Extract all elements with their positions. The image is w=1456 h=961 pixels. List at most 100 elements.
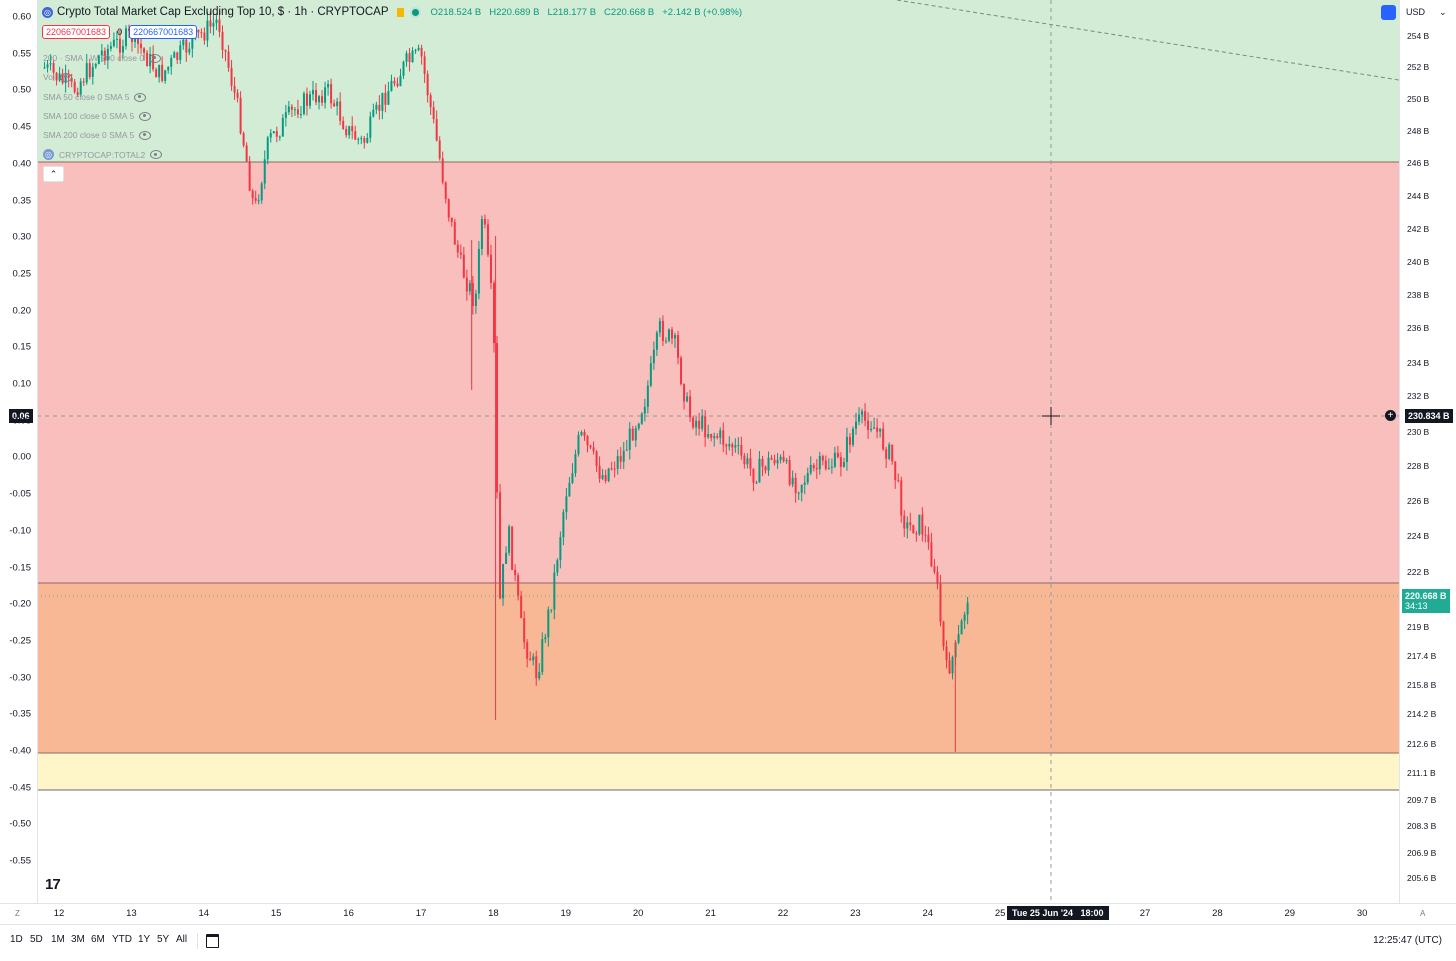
candle-body — [106, 48, 109, 61]
right-axis-tick: 222 B — [1407, 567, 1430, 577]
currency-selector[interactable]: USD ⌄ — [1406, 7, 1447, 18]
candle-body — [432, 107, 435, 120]
candle-body — [743, 455, 746, 465]
time-axis-tick: 23 — [850, 908, 861, 919]
indicator-total2[interactable]: ◎ CRYPTOCAP:TOTAL2 — [43, 149, 163, 160]
candle-body — [188, 48, 191, 53]
trend-line[interactable] — [896, 0, 1399, 81]
indicator-sma-100[interactable]: SMA 100 close 0 SMA 5 — [43, 111, 152, 121]
candle-body — [791, 477, 794, 485]
candle-body — [646, 385, 649, 407]
left-axis-tick: -0.50 — [9, 818, 31, 830]
price-chart[interactable] — [37, 0, 1399, 903]
symbol-title[interactable]: Crypto Total Market Cap Excluding Top 10… — [57, 6, 389, 18]
sell-button[interactable]: 220667001683 — [42, 25, 111, 39]
candle-body — [939, 583, 942, 622]
candle-body — [269, 133, 272, 138]
collapse-legend-button[interactable]: ⌃ — [43, 166, 64, 182]
zoom-scale-button[interactable]: Z — [15, 909, 20, 918]
eye-icon[interactable] — [150, 150, 163, 159]
right-axis-tick: 246 B — [1407, 158, 1430, 168]
auto-scale-icon[interactable] — [1381, 5, 1396, 20]
candle-body — [936, 571, 939, 584]
eye-icon[interactable] — [139, 111, 152, 121]
candle-body — [411, 50, 414, 63]
candle-body — [423, 56, 426, 75]
eye-icon[interactable] — [149, 53, 162, 63]
candle-body — [951, 657, 954, 674]
candle-body — [960, 620, 963, 635]
candle-body — [658, 320, 661, 333]
indicator-sma-200[interactable]: SMA 200 close 0 SMA 5 — [43, 130, 152, 140]
candle-body — [855, 421, 858, 429]
auto-scale-button[interactable]: A — [1420, 909, 1426, 918]
candle-body — [734, 445, 737, 448]
indicator-vol[interactable]: Vol — [43, 72, 72, 82]
candle-body — [399, 75, 402, 87]
candle-body — [909, 522, 912, 526]
left-axis-tick: 0.25 — [12, 268, 32, 280]
candle-body — [345, 128, 348, 136]
add-alert-icon[interactable]: + — [1385, 410, 1396, 421]
candle-body — [378, 104, 381, 111]
ohlc-low: L218.177 B — [547, 6, 597, 18]
candle-body — [230, 67, 233, 86]
candle-body — [206, 20, 209, 41]
candle-body — [610, 468, 613, 470]
indicator-sma-50[interactable]: SMA 50 close 0 SMA 5 — [43, 92, 147, 102]
calendar-icon[interactable] — [206, 934, 219, 948]
eye-icon[interactable] — [59, 72, 72, 82]
right-axis-tick: 228 B — [1407, 461, 1430, 471]
range-1d-button[interactable]: 1D — [10, 934, 23, 945]
candle-body — [918, 514, 921, 535]
range-5y-button[interactable]: 5Y — [157, 934, 170, 945]
range-6m-button[interactable]: 6M — [91, 934, 105, 945]
buy-button[interactable]: 220667001683 — [129, 25, 198, 39]
time-axis[interactable]: Z Tue 25 Jun '24 18:00 A 12 13 14 15 16 17 18 1… — [0, 903, 1456, 924]
eye-icon[interactable] — [134, 92, 147, 102]
left-axis-tick: 0.50 — [12, 84, 32, 96]
candle-body — [562, 512, 565, 538]
candle-body — [827, 467, 830, 469]
candle-body — [263, 159, 266, 184]
symbol-row[interactable]: ◎ Crypto Total Market Cap Excluding Top … — [42, 6, 742, 18]
candle-body — [921, 514, 924, 535]
utc-clock[interactable]: 12:25:47 (UTC) — [1373, 935, 1442, 946]
candle-body — [305, 93, 308, 106]
candle-body — [652, 349, 655, 364]
candle-body — [848, 436, 851, 445]
left-price-axis[interactable]: 0.06 0.60 0.55 0.50 0.45 0.40 0.35 0.30 0.25 0.2… — [0, 0, 38, 903]
candle-body — [595, 451, 598, 466]
candle-body — [845, 436, 848, 463]
left-axis-tick: 0.10 — [12, 378, 32, 390]
candle-body — [628, 428, 631, 450]
range-3m-button[interactable]: 3M — [71, 934, 85, 945]
ohlc-open: O218.524 B — [430, 6, 482, 18]
right-axis-tick: 226 B — [1407, 496, 1430, 506]
market-status-icon[interactable] — [411, 8, 419, 16]
range-5d-button[interactable]: 5D — [30, 934, 43, 945]
range-1y-button[interactable]: 1Y — [138, 934, 151, 945]
right-price-axis[interactable]: USD ⌄ 220.668 B 34:13 230.834 B 254 B 252… — [1399, 0, 1456, 903]
range-all-button[interactable]: All — [176, 934, 188, 945]
countdown-value: 34:13 — [1405, 601, 1428, 611]
range-1m-button[interactable]: 1M — [51, 934, 65, 945]
candle-body — [680, 357, 683, 385]
candle-body — [465, 277, 468, 292]
candle-body — [293, 109, 296, 111]
candle-body — [661, 320, 664, 341]
candle-body — [746, 458, 749, 465]
tradingview-logo[interactable]: 17 — [45, 876, 61, 893]
flag-icon[interactable] — [396, 7, 404, 17]
candle-body — [867, 420, 870, 431]
candle-body — [393, 80, 396, 84]
indicator-sma-200w[interactable]: 200 · SMA · W 200 close 0 — [43, 53, 162, 63]
candle-body — [924, 534, 927, 536]
candle-body — [384, 92, 387, 105]
right-axis-tick: 238 B — [1407, 290, 1430, 300]
candle-body — [191, 38, 194, 49]
eye-icon[interactable] — [139, 130, 152, 140]
range-ytd-button[interactable]: YTD — [112, 934, 132, 945]
left-axis-tick: -0.20 — [9, 598, 31, 610]
candle-body — [79, 81, 82, 96]
